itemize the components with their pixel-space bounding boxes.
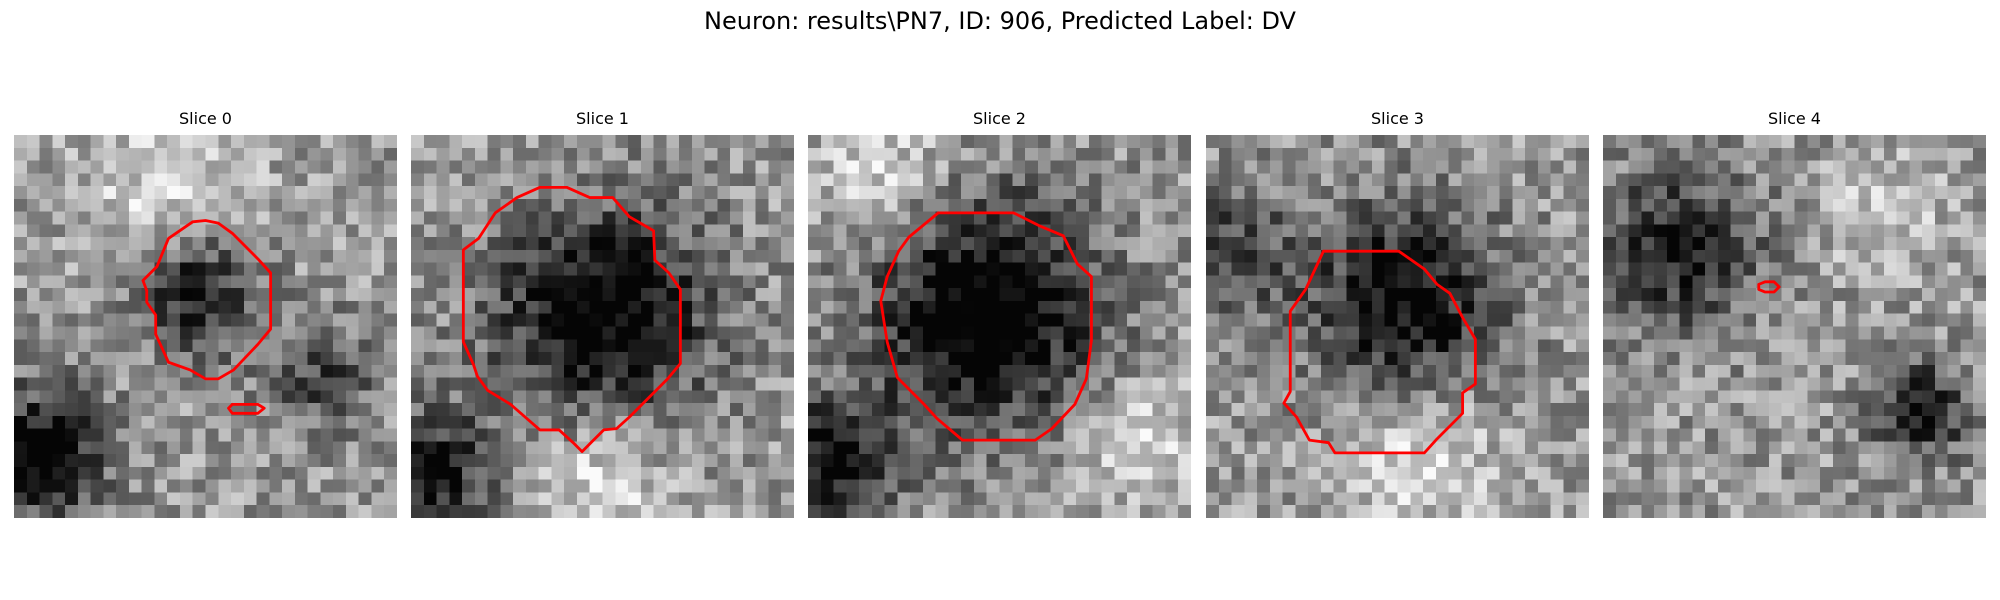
segmentation-contour: [227, 402, 266, 415]
slice-image: [411, 135, 794, 518]
slice-image: [14, 135, 397, 518]
slice-panel-0: Slice 0: [14, 108, 397, 518]
figure-title: Neuron: results\PN7, ID: 906, Predicted …: [704, 7, 1296, 35]
pixel-grid: [1603, 135, 1986, 518]
segmentation-contour: [1282, 249, 1477, 455]
segmentation-contour: [141, 219, 273, 381]
segmentation-contour: [1757, 280, 1781, 294]
segmentation-contour: [461, 185, 682, 454]
slice-image: [808, 135, 1191, 518]
slice-title: Slice 3: [1371, 109, 1424, 128]
segmentation-contour: [879, 211, 1093, 442]
slice-panel-4: Slice 4: [1603, 108, 1986, 518]
slice-panel-3: Slice 3: [1206, 108, 1589, 518]
slice-title: Slice 4: [1768, 109, 1821, 128]
slice-image: [1206, 135, 1589, 518]
slice-image: [1603, 135, 1986, 518]
pixel-grid: [411, 135, 794, 518]
pixel-grid: [1206, 135, 1589, 518]
slice-title: Slice 1: [576, 109, 629, 128]
slice-title: Slice 2: [973, 109, 1026, 128]
pixel-grid: [808, 135, 1191, 518]
slice-title: Slice 0: [179, 109, 232, 128]
slice-panel-1: Slice 1: [411, 108, 794, 518]
slice-panel-2: Slice 2: [808, 108, 1191, 518]
pixel-grid: [14, 135, 397, 518]
